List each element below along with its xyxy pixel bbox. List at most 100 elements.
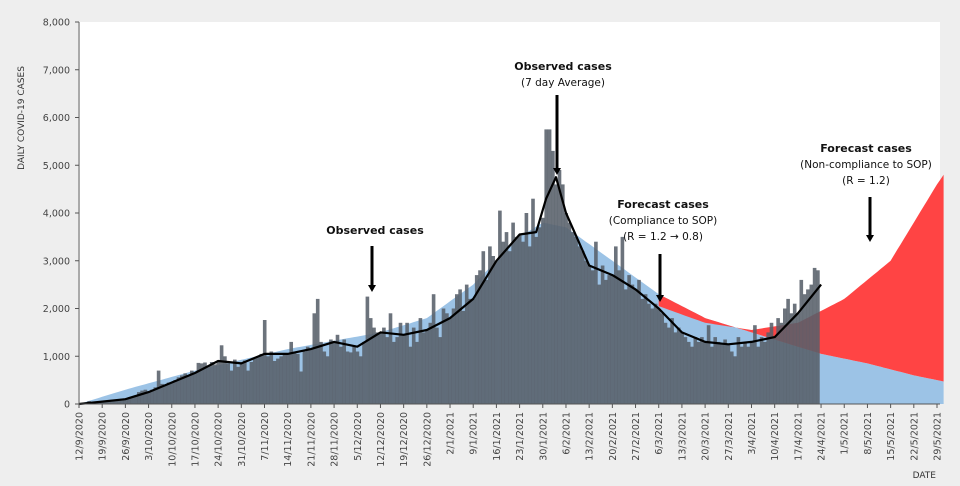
observed-case-bar	[779, 322, 784, 404]
observed-case-bar	[319, 341, 323, 404]
observed-case-bar	[395, 337, 400, 404]
observed-case-bar	[166, 382, 171, 404]
y-tick-label: 4,000	[43, 209, 70, 220]
observed-case-bar	[491, 256, 496, 404]
observed-case-bar	[176, 377, 181, 404]
x-tick-label: 27/2/2021	[631, 412, 642, 461]
observed-case-bar	[451, 308, 456, 404]
observed-case-bar	[299, 371, 303, 404]
observed-case-bar	[173, 380, 178, 404]
observed-case-bar	[150, 389, 154, 404]
observed-case-bar	[706, 325, 711, 404]
observed-case-bar	[594, 241, 598, 404]
x-tick-label: 19/9/2020	[98, 412, 109, 461]
observed-case-bar	[199, 363, 204, 404]
observed-case-bar	[455, 294, 459, 404]
x-tick-label: 2/1/2021	[446, 412, 457, 455]
observed-case-bar	[713, 337, 718, 404]
x-tick-label: 16/1/2021	[492, 412, 503, 461]
observed-case-bar	[716, 341, 721, 404]
observed-case-bar	[180, 375, 184, 404]
observed-case-bar	[723, 339, 727, 404]
observed-case-bar	[541, 217, 545, 404]
observed-case-bar	[517, 234, 522, 404]
arrowhead-icon	[368, 285, 376, 292]
observed-case-bar	[448, 318, 453, 404]
observed-case-bar	[474, 275, 479, 404]
observed-case-bar	[792, 303, 797, 404]
observed-case-bar	[329, 339, 333, 404]
x-tick-label: 13/2/2021	[585, 412, 596, 461]
observed-case-bar	[478, 270, 482, 404]
observed-case-bar	[514, 236, 519, 404]
y-tick-label: 5,000	[43, 161, 70, 172]
observed-case-bar	[97, 402, 101, 404]
observed-case-bar	[249, 362, 254, 404]
x-tick-label: 7/11/2020	[260, 412, 271, 461]
observed-case-bar	[816, 270, 820, 404]
observed-case-bar	[332, 341, 337, 404]
observed-case-bar	[511, 222, 515, 404]
observed-case-bar	[113, 400, 118, 404]
observed-case-bar	[203, 362, 207, 404]
x-tick-label: 17/10/2020	[190, 412, 201, 467]
x-tick-label: 20/2/2021	[608, 412, 619, 461]
observed-case-bar	[736, 337, 741, 404]
observed-case-bar	[120, 398, 125, 404]
observed-case-bar	[289, 341, 294, 404]
observed-case-bar	[259, 353, 264, 404]
x-tick-label: 15/5/2021	[886, 412, 897, 461]
observed-case-bar	[358, 356, 363, 405]
observed-case-bar	[617, 270, 621, 404]
x-tick-label: 21/11/2020	[306, 412, 317, 467]
y-tick-label: 0	[64, 400, 70, 411]
observed-case-bar	[600, 265, 605, 404]
observed-case-bar	[461, 310, 466, 404]
x-tick-label: 6/2/2021	[561, 412, 572, 455]
x-tick-label: 6/3/2021	[654, 412, 665, 455]
observed-case-bar	[527, 246, 532, 404]
observed-case-bar	[163, 384, 168, 404]
observed-case-bar	[402, 334, 406, 404]
observed-case-bar	[693, 337, 698, 404]
observed-case-bar	[233, 359, 237, 404]
observed-case-bar	[223, 356, 227, 405]
observed-case-bar	[809, 284, 814, 404]
observed-case-bar	[561, 184, 565, 404]
observed-case-bar	[309, 349, 313, 404]
observed-case-bar	[703, 341, 708, 404]
observed-case-bar	[481, 251, 486, 404]
observed-case-bar	[484, 279, 489, 404]
observed-case-bar	[686, 341, 691, 404]
observed-case-bar	[726, 344, 731, 404]
observed-case-bar	[140, 390, 144, 404]
observed-case-bar	[640, 298, 645, 404]
observed-case-bar	[756, 346, 761, 404]
observed-case-bar	[435, 327, 439, 404]
observed-case-bar	[229, 370, 234, 404]
observed-case-bar	[335, 334, 340, 404]
observed-case-bar	[445, 313, 449, 404]
observed-case-bar	[577, 246, 582, 404]
observed-case-bar	[398, 322, 403, 404]
observed-case-bar	[786, 298, 790, 404]
x-axis-label: DATE	[913, 471, 937, 481]
observed-case-bar	[411, 327, 416, 404]
observed-case-bar	[206, 365, 211, 404]
observed-case-bar	[759, 337, 764, 404]
observed-case-bar	[547, 129, 552, 404]
observed-case-bar	[657, 308, 661, 404]
observed-case-bar	[392, 341, 396, 404]
observed-case-bar	[501, 241, 506, 404]
observed-case-bar	[637, 279, 641, 404]
observed-case-bar	[521, 241, 525, 404]
observed-case-bar	[368, 318, 373, 404]
observed-case-bar	[170, 382, 174, 404]
observed-case-bar	[683, 337, 688, 404]
observed-case-bar	[441, 308, 446, 404]
observed-case-bar	[378, 332, 383, 404]
x-tick-label: 26/9/2020	[121, 412, 132, 461]
x-tick-label: 24/10/2020	[214, 412, 225, 467]
observed-case-bar	[488, 246, 492, 404]
